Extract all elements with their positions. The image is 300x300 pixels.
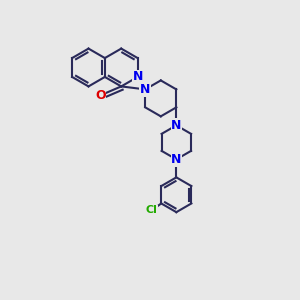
- Text: O: O: [95, 89, 106, 102]
- Text: Cl: Cl: [146, 205, 158, 215]
- Text: N: N: [132, 70, 143, 83]
- Text: N: N: [171, 153, 181, 166]
- Text: N: N: [140, 83, 150, 96]
- Text: N: N: [171, 119, 181, 132]
